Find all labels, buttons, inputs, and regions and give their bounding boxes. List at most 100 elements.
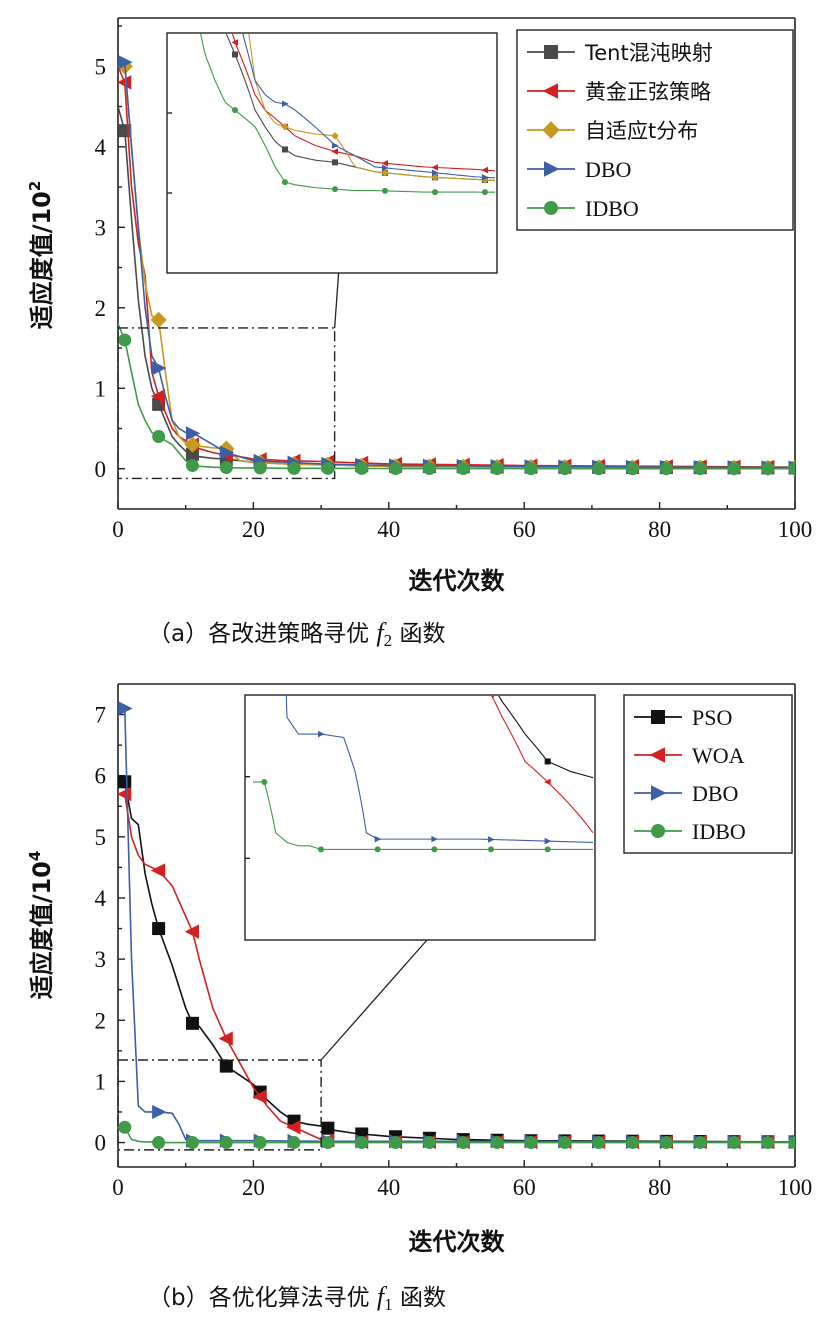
inset-series-point — [432, 189, 438, 196]
inset-series-line — [498, 696, 594, 779]
legend-label: DBO — [692, 781, 738, 806]
inset-series-group — [253, 613, 594, 853]
series-point — [355, 1136, 369, 1150]
inset-series-point — [332, 159, 338, 166]
x-tick-label: 20 — [242, 1175, 265, 1200]
series-point — [788, 1136, 795, 1150]
inset-series-point — [482, 189, 488, 196]
inset-series-point — [332, 142, 339, 149]
series-point — [152, 360, 167, 376]
y-axis-title: 适应度值/102 — [26, 181, 56, 330]
x-tick-label: 40 — [377, 517, 400, 542]
series-point — [693, 462, 707, 476]
inset-series-point — [481, 166, 488, 174]
series-group — [118, 55, 795, 477]
series-point — [118, 786, 132, 802]
series-point — [219, 461, 233, 475]
y-tick-label: 5 — [95, 825, 107, 850]
inset-series-point — [381, 159, 388, 167]
inset-series-point — [431, 613, 438, 620]
series-point — [185, 1136, 199, 1150]
series-point — [118, 775, 132, 789]
inset-series-point — [232, 51, 238, 58]
inset-series-point — [232, 107, 238, 114]
legend-swatch-marker — [651, 824, 665, 838]
y-tick-label: 6 — [95, 764, 107, 789]
inset-frame — [166, 32, 498, 274]
series-point — [152, 922, 166, 936]
y-tick-label: 4 — [95, 886, 107, 911]
series-point — [693, 1136, 707, 1150]
series-point — [185, 447, 199, 461]
series-point — [422, 1136, 436, 1150]
x-tick-label: 80 — [648, 1175, 671, 1200]
y-tick-label: 5 — [95, 54, 107, 79]
y-tick-label: 7 — [95, 703, 107, 728]
series-point — [355, 461, 369, 475]
series-point — [287, 461, 301, 475]
inset-series-point — [261, 613, 268, 620]
caption-func: f — [376, 618, 387, 647]
inset-series-point — [432, 169, 439, 177]
figure-caption: （a）各改进策略寻优 f2 函数 — [148, 618, 445, 650]
legend-frame — [623, 694, 793, 854]
series-point — [659, 462, 673, 476]
legend-swatch-marker — [542, 83, 558, 99]
legend-swatch-marker — [649, 747, 665, 763]
series-line — [118, 323, 795, 470]
x-tick-label: 60 — [513, 517, 536, 542]
y-tick-label: 2 — [95, 296, 107, 321]
series-point — [185, 1016, 199, 1030]
zoom-region — [117, 1059, 322, 1151]
inset-series-point — [261, 778, 268, 785]
series-point — [592, 1136, 606, 1150]
legend-label: DBO — [585, 157, 631, 182]
series-point — [252, 1089, 267, 1104]
series-point — [456, 1136, 470, 1150]
series-point — [626, 1136, 640, 1150]
legend-label: IDBO — [692, 819, 746, 844]
series-point — [456, 462, 470, 476]
legend-label: Tent混沌映射 — [584, 41, 713, 65]
series-point — [321, 1136, 335, 1150]
inset-series-point — [231, 39, 238, 46]
series-point — [321, 461, 335, 475]
series-point — [389, 1136, 403, 1150]
series-point — [219, 1059, 233, 1073]
series-point — [287, 1136, 301, 1150]
legend-label: WOA — [692, 743, 745, 768]
series-point — [761, 1136, 775, 1150]
zoom-region — [117, 327, 336, 480]
legend: PSO WOA DBO IDBO — [623, 694, 793, 854]
inset-series-point — [232, 1, 239, 8]
y-tick-label: 1 — [95, 1069, 107, 1094]
series-point — [152, 1104, 167, 1120]
series-point — [150, 863, 166, 878]
inset-series-point — [332, 186, 338, 193]
x-axis-title: 迭代次数 — [409, 567, 506, 595]
y-tick-label: 0 — [95, 1131, 107, 1156]
inset-series-point — [382, 164, 389, 172]
inset-series-point — [318, 846, 324, 853]
chart-panel-b: 0 20 40 60 80 10001234567迭代次数适应度值/104（b）各优化算法… — [26, 613, 812, 1314]
inset-series-point — [261, 613, 268, 620]
legend-swatch-marker — [544, 201, 558, 215]
legend-swatch-marker — [651, 710, 665, 724]
inset-series-group — [200, 1, 496, 196]
x-tick-label: 20 — [242, 517, 265, 542]
x-tick-label: 0 — [112, 1175, 124, 1200]
y-axis-title-text: 适应度值/10 — [28, 191, 56, 329]
y-tick-label: 0 — [95, 457, 107, 482]
chart-panel-a: 0 20 40 60 80 100012345迭代次数适应度值/102（a）各改进策略寻优… — [26, 1, 812, 650]
series-point — [185, 459, 199, 473]
legend-label: 黄金正弦策略 — [585, 80, 711, 104]
series-point — [219, 445, 235, 460]
y-axis-title-text: 适应度值/10 — [28, 861, 56, 999]
y-axis-title: 适应度值/104 — [26, 851, 56, 1000]
series-point — [727, 462, 741, 476]
inset-series-point — [482, 174, 489, 181]
x-tick-label: 80 — [648, 517, 671, 542]
inset-series-point — [488, 836, 495, 843]
